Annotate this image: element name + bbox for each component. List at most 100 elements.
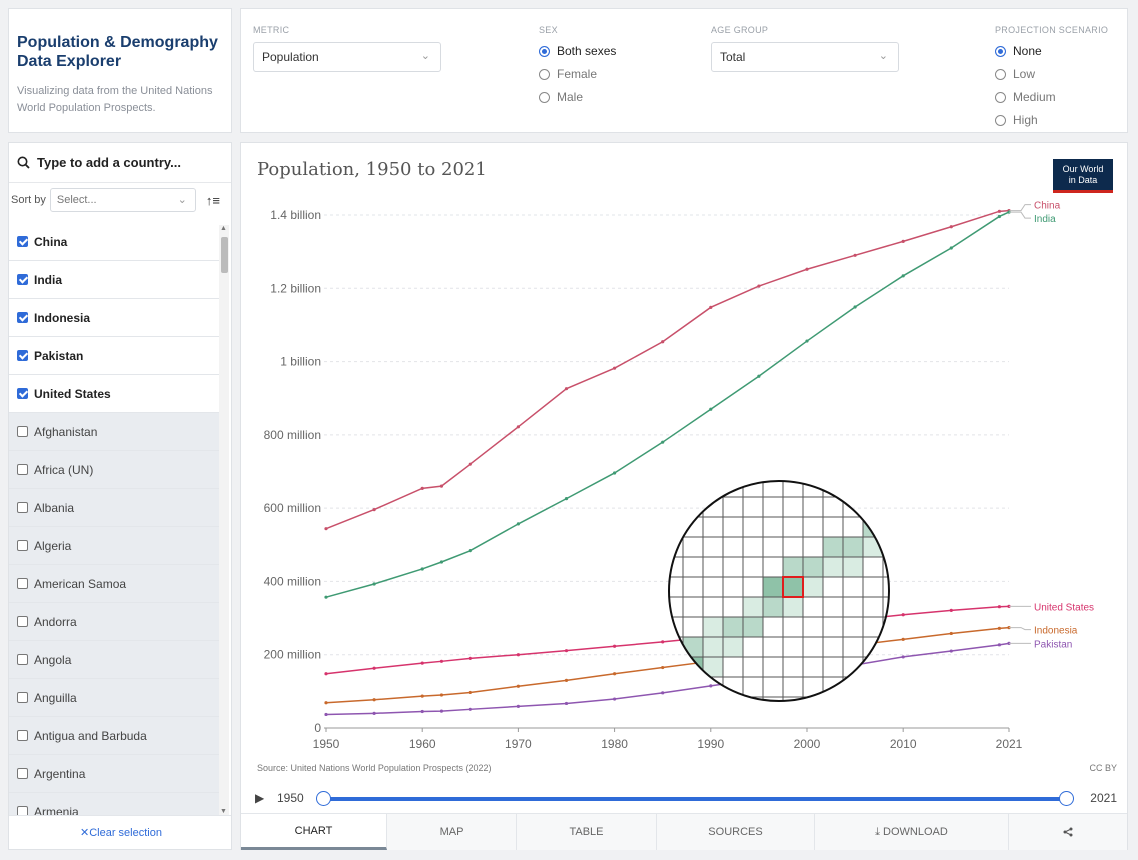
- data-point: [661, 691, 665, 695]
- y-tick-label: 800 million: [264, 428, 321, 442]
- chart-title: Population, 1950 to 2021: [257, 159, 487, 180]
- country-list-item[interactable]: India: [9, 261, 219, 299]
- country-label: Antigua and Barbuda: [34, 728, 147, 743]
- country-list-item[interactable]: Pakistan: [9, 337, 219, 375]
- chevron-down-icon: ⌄: [878, 50, 888, 62]
- controls-panel: METRIC Population ⌄ SEX Both sexes Femal…: [240, 8, 1128, 133]
- download-icon: ⤓: [875, 825, 881, 838]
- checkbox-icon[interactable]: [17, 426, 28, 437]
- country-list-item[interactable]: Algeria: [9, 527, 219, 565]
- data-point: [757, 374, 761, 378]
- tab-map[interactable]: MAP: [387, 814, 517, 850]
- timeline-end-handle[interactable]: [1059, 791, 1074, 806]
- checkbox-icon[interactable]: [17, 236, 28, 247]
- country-list-item[interactable]: Andorra: [9, 603, 219, 641]
- country-list-item[interactable]: Armenia: [9, 793, 219, 816]
- chevron-down-icon: ⌄: [177, 194, 187, 206]
- checkbox-icon[interactable]: [17, 388, 28, 399]
- title-card: Population & Demography Data Explorer Vi…: [8, 8, 232, 133]
- tab-table[interactable]: TABLE: [517, 814, 657, 850]
- country-list-item[interactable]: China: [9, 223, 219, 261]
- data-point: [853, 253, 857, 257]
- country-search-input[interactable]: Type to add a country...: [9, 143, 231, 183]
- data-point: [324, 672, 328, 676]
- radio-female[interactable]: Female: [539, 67, 597, 81]
- age-group-label: AGE GROUP: [711, 25, 769, 35]
- scroll-down-icon[interactable]: ▼: [220, 808, 227, 815]
- country-label: Pakistan: [34, 348, 84, 363]
- y-tick-label: 400 million: [264, 574, 321, 588]
- checkbox-icon[interactable]: [17, 692, 28, 703]
- scrollbar-thumb[interactable]: [221, 237, 228, 273]
- country-list-item[interactable]: Argentina: [9, 755, 219, 793]
- x-tick-label: 1960: [409, 737, 436, 751]
- x-tick-label: 1950: [313, 737, 340, 751]
- radio-low[interactable]: Low: [995, 67, 1035, 81]
- country-list-item[interactable]: United States: [9, 375, 219, 413]
- radio-medium[interactable]: Medium: [995, 90, 1056, 104]
- country-list-item[interactable]: Angola: [9, 641, 219, 679]
- checkbox-icon[interactable]: [17, 654, 28, 665]
- checkbox-icon[interactable]: [17, 806, 28, 816]
- checkbox-icon[interactable]: [17, 502, 28, 513]
- data-point: [420, 486, 424, 490]
- checkbox-icon[interactable]: [17, 274, 28, 285]
- checkbox-icon[interactable]: [17, 312, 28, 323]
- tab-download[interactable]: ⤓ DOWNLOAD: [815, 814, 1009, 850]
- play-icon[interactable]: ▶: [255, 791, 265, 805]
- line-chart: 0 200 million 400 million 600 million 800 mi…: [264, 201, 1094, 751]
- checkbox-icon[interactable]: [17, 768, 28, 779]
- scroll-up-icon[interactable]: ▲: [220, 225, 227, 232]
- checkbox-icon[interactable]: [17, 578, 28, 589]
- data-point: [805, 339, 809, 343]
- owid-logo[interactable]: Our World in Data: [1053, 159, 1113, 193]
- age-group-select[interactable]: Total ⌄: [711, 42, 899, 72]
- country-list-item[interactable]: Africa (UN): [9, 451, 219, 489]
- radio-icon: [995, 114, 1006, 126]
- data-point: [949, 225, 953, 229]
- data-point: [439, 484, 444, 488]
- radio-both-sexes[interactable]: Both sexes: [539, 44, 616, 58]
- country-label: Angola: [34, 652, 72, 667]
- data-point: [805, 267, 809, 271]
- data-point: [324, 712, 328, 717]
- country-list-item[interactable]: Anguilla: [9, 679, 219, 717]
- list-scrollbar[interactable]: ▲ ▼: [219, 225, 229, 815]
- sort-icon[interactable]: ↑≡: [205, 192, 220, 208]
- share-button[interactable]: [1009, 814, 1127, 850]
- license-link[interactable]: CC BY: [1089, 763, 1117, 773]
- radio-male[interactable]: Male: [539, 90, 583, 104]
- data-point: [997, 643, 1001, 647]
- timeline-start-handle[interactable]: [316, 791, 331, 806]
- entity-sidebar: Type to add a country... Sort by Select.…: [8, 142, 232, 850]
- checkbox-icon[interactable]: [17, 540, 28, 551]
- country-list-item[interactable]: Albania: [9, 489, 219, 527]
- checkbox-icon[interactable]: [17, 730, 28, 741]
- country-list-item[interactable]: Afghanistan: [9, 413, 219, 451]
- checkbox-icon[interactable]: [17, 464, 28, 475]
- data-point: [564, 678, 569, 682]
- metric-select[interactable]: Population ⌄: [253, 42, 441, 72]
- tab-sources[interactable]: SOURCES: [657, 814, 815, 850]
- label-leader: [1009, 627, 1031, 631]
- timeline: ▶ 1950 2021: [255, 789, 1117, 809]
- data-point: [949, 246, 953, 250]
- country-label: United States: [34, 386, 111, 401]
- label-leader: [1009, 204, 1031, 212]
- checkbox-icon[interactable]: [17, 350, 28, 361]
- timeline-track[interactable]: [323, 797, 1067, 801]
- tab-chart[interactable]: CHART: [241, 814, 387, 850]
- country-label: Anguilla: [34, 690, 77, 705]
- sort-row: Sort by Select... ⌄ ↑≡: [9, 183, 231, 217]
- radio-none[interactable]: None: [995, 44, 1042, 58]
- data-point: [439, 709, 444, 713]
- y-tick-label: 600 million: [264, 501, 321, 515]
- country-list-item[interactable]: American Samoa: [9, 565, 219, 603]
- country-label: Afghanistan: [34, 424, 98, 439]
- country-list-item[interactable]: Antigua and Barbuda: [9, 717, 219, 755]
- clear-selection-button[interactable]: ✕ Clear selection: [9, 815, 231, 849]
- radio-high[interactable]: High: [995, 113, 1038, 127]
- checkbox-icon[interactable]: [17, 616, 28, 627]
- country-list-item[interactable]: Indonesia: [9, 299, 219, 337]
- sort-select[interactable]: Select... ⌄: [49, 188, 196, 212]
